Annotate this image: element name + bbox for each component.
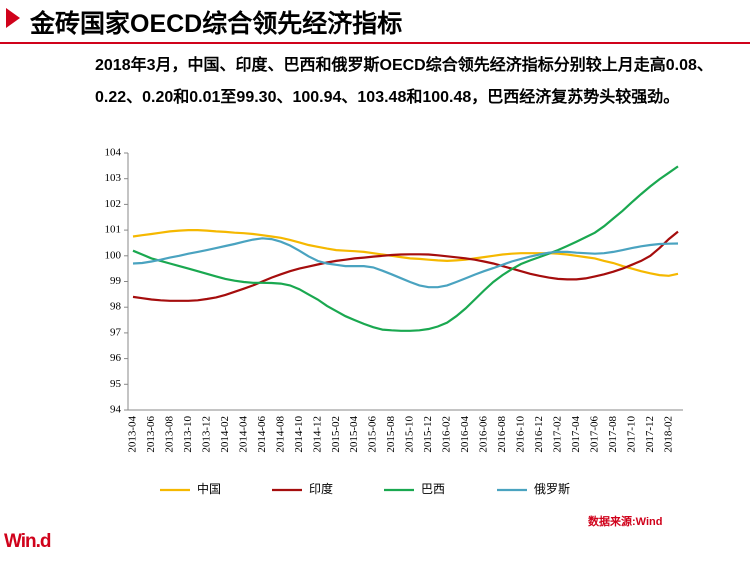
x-tick-label: 2013-04 — [127, 416, 139, 453]
y-tick-label: 102 — [105, 198, 122, 210]
title-rule — [0, 42, 750, 44]
series-line — [132, 229, 679, 277]
x-tick-label: 2017-04 — [570, 416, 582, 453]
x-tick-label: 2014-04 — [237, 416, 249, 453]
y-tick-label: 98 — [110, 301, 122, 313]
x-tick-label: 2015-10 — [404, 416, 416, 453]
x-tick-label: 2016-04 — [459, 416, 471, 453]
x-tick-label: 2017-12 — [644, 416, 656, 453]
x-tick-label: 2016-06 — [478, 416, 490, 453]
x-tick-label: 2018-02 — [662, 416, 674, 453]
title-marker — [6, 8, 20, 28]
y-tick-label: 95 — [110, 378, 122, 390]
x-tick-label: 2015-08 — [385, 416, 397, 453]
x-tick-label: 2013-12 — [200, 416, 212, 453]
y-tick-label: 94 — [110, 404, 122, 416]
legend-label: 俄罗斯 — [534, 482, 570, 496]
legend-label: 巴西 — [421, 482, 445, 496]
x-tick-label: 2017-10 — [625, 416, 637, 453]
x-tick-label: 2015-04 — [348, 416, 360, 453]
y-tick-label: 104 — [105, 147, 122, 159]
x-tick-label: 2014-06 — [256, 416, 268, 453]
x-tick-label: 2014-08 — [274, 416, 286, 453]
y-tick-label: 99 — [110, 275, 122, 287]
x-tick-label: 2014-02 — [219, 416, 231, 453]
x-tick-label: 2016-08 — [496, 416, 508, 453]
x-tick-label: 2013-06 — [145, 416, 157, 453]
x-tick-label: 2015-06 — [367, 416, 379, 453]
y-tick-label: 101 — [105, 224, 122, 236]
source: 数据来源:Wind — [588, 516, 663, 528]
x-tick-label: 2016-10 — [514, 416, 526, 453]
slide-title: 金砖国家OECD综合领先经济指标 — [30, 10, 403, 38]
series-line — [132, 230, 679, 302]
y-tick-label: 103 — [105, 172, 122, 184]
x-tick-label: 2015-02 — [330, 416, 342, 453]
x-tick-label: 2017-08 — [607, 416, 619, 453]
x-tick-label: 2017-02 — [551, 416, 563, 453]
y-tick-label: 97 — [110, 326, 122, 338]
x-tick-label: 2014-12 — [311, 416, 323, 453]
x-tick-label: 2015-12 — [422, 416, 434, 453]
x-tick-label: 2013-10 — [182, 416, 194, 453]
x-tick-label: 2017-06 — [588, 416, 600, 453]
series-line — [132, 237, 679, 289]
summary: 2018年3月，中国、印度、巴西和俄罗斯OECD综合领先经济指标分别较上月走高0… — [95, 57, 713, 106]
x-tick-label: 2016-02 — [441, 416, 453, 453]
legend-label: 中国 — [197, 481, 221, 496]
legend-label: 印度 — [309, 481, 333, 496]
logo: Win.d — [4, 531, 52, 552]
y-tick-label: 100 — [105, 249, 122, 261]
series-line — [132, 165, 679, 332]
x-tick-label: 2013-08 — [163, 416, 175, 453]
x-tick-label: 2014-10 — [293, 416, 305, 453]
x-tick-label: 2016-12 — [533, 416, 545, 453]
y-tick-label: 96 — [110, 352, 122, 364]
